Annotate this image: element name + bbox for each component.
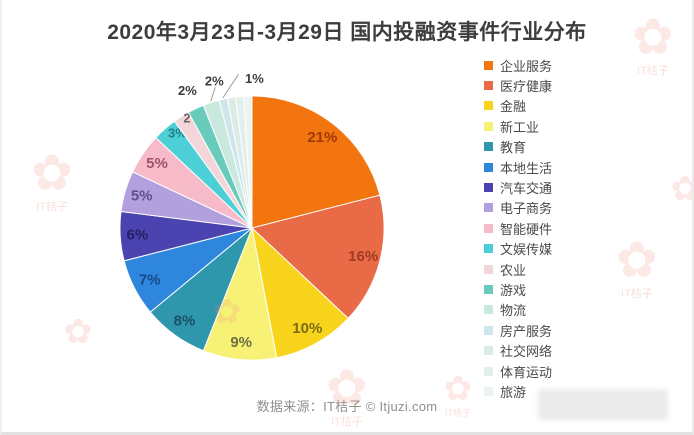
legend-label: 物流 <box>500 303 527 319</box>
pie-slice-percent-label: 2% <box>205 74 224 89</box>
legend-label: 农业 <box>500 262 527 278</box>
legend-swatch <box>484 284 493 294</box>
legend-item: 旅游 <box>484 381 552 401</box>
legend-swatch <box>484 101 493 111</box>
pie-slice-percent-label: 5% <box>146 155 168 172</box>
redacted-watermark-box <box>538 389 668 420</box>
legend-swatch <box>484 325 493 335</box>
pie-slice-percent-label: 10% <box>292 320 322 337</box>
pie-slice-1 <box>251 95 381 229</box>
legend-swatch <box>484 264 493 274</box>
legend-label: 本地生活 <box>500 160 553 176</box>
legend-label: 游戏 <box>500 282 527 298</box>
legend-swatch <box>484 305 493 315</box>
legend-label: 智能硬件 <box>500 221 553 237</box>
legend-item: 智能硬件 <box>484 218 552 238</box>
legend-label: 旅游 <box>500 384 527 400</box>
legend-swatch <box>484 121 493 131</box>
legend-item: 电子商务 <box>484 198 552 218</box>
legend-item: 社交网络 <box>484 340 552 360</box>
legend-item: 企业服务 <box>484 55 552 75</box>
pie-slice-2 <box>250 194 385 320</box>
legend-item: 体育运动 <box>484 361 552 381</box>
legend-swatch <box>484 81 493 91</box>
pie-slice-percent-label: 9% <box>230 334 252 351</box>
legend-item: 物流 <box>484 300 552 320</box>
pie-slice-percent-label: 7% <box>139 272 161 289</box>
legend-swatch <box>484 244 493 254</box>
legend-item: 教育 <box>484 137 552 157</box>
pie-slice-percent-label: 6% <box>127 227 149 244</box>
legend-item: 医疗健康 <box>484 75 552 95</box>
legend-swatch <box>484 346 493 356</box>
chart-title: 2020年3月23日-3月29日 国内投融资事件行业分布 <box>107 21 587 44</box>
legend: 企业服务医疗健康金融新工业教育本地生活汽车交通电子商务智能硬件文娱传媒农业游戏物… <box>484 55 552 402</box>
legend-item: 本地生活 <box>484 157 552 177</box>
label-leader-line <box>222 74 239 99</box>
legend-swatch <box>484 183 493 193</box>
legend-label: 文娱传媒 <box>500 242 553 258</box>
legend-swatch <box>484 162 493 172</box>
pie-slice-percent-label: 21% <box>307 129 337 146</box>
source-caption: 数据来源：IT桔子 © Itjuzi.com <box>256 399 438 414</box>
pie-slice-percent-label: 2% <box>178 83 197 98</box>
legend-swatch <box>484 223 493 233</box>
pie-slice-17 <box>243 95 253 229</box>
label-leader-line <box>210 86 216 102</box>
legend-swatch <box>484 60 493 70</box>
legend-label: 教育 <box>500 140 527 156</box>
legend-item: 房产服务 <box>484 320 552 340</box>
legend-label: 新工业 <box>500 119 540 135</box>
legend-item: 汽车交通 <box>484 177 552 197</box>
legend-label: 体育运动 <box>500 364 553 380</box>
pie-slice-percent-label: 1% <box>245 71 264 86</box>
legend-swatch <box>484 142 493 152</box>
pie-slice-3 <box>251 226 349 359</box>
legend-item: 文娱传媒 <box>484 239 552 259</box>
pie-slice-percent-label: 5% <box>131 188 153 205</box>
legend-label: 社交网络 <box>500 344 553 360</box>
legend-swatch <box>484 203 493 213</box>
pie-slice-percent-label: 16% <box>348 248 378 265</box>
legend-swatch <box>484 366 493 376</box>
legend-item: 金融 <box>484 96 552 116</box>
legend-label: 汽车交通 <box>500 181 553 197</box>
legend-label: 企业服务 <box>500 58 553 74</box>
legend-item: 农业 <box>484 259 552 279</box>
legend-label: 医疗健康 <box>500 79 553 95</box>
legend-item: 游戏 <box>484 279 552 299</box>
legend-label: 金融 <box>500 99 527 115</box>
legend-label: 房产服务 <box>500 323 553 339</box>
legend-swatch <box>484 386 493 396</box>
legend-item: 新工业 <box>484 116 552 136</box>
pie-slice-percent-label: 8% <box>174 312 196 329</box>
legend-label: 电子商务 <box>500 201 553 217</box>
